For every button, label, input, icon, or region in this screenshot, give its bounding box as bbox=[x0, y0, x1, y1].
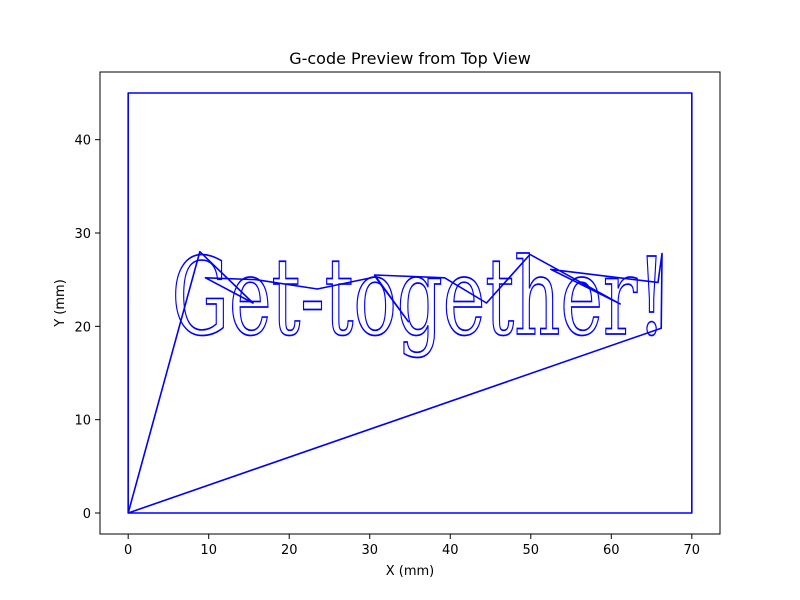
toolpath-point bbox=[660, 327, 662, 329]
toolpath-point bbox=[316, 288, 319, 290]
y-tick-label: 30 bbox=[74, 227, 91, 242]
toolpath-point bbox=[407, 321, 409, 323]
toolpath-point bbox=[255, 279, 257, 281]
x-axis: 0 10 20 30 40 50 60 70 bbox=[124, 534, 700, 558]
toolpath-point bbox=[199, 251, 201, 253]
toolpath-point bbox=[661, 252, 663, 255]
x-tick-label: 30 bbox=[361, 543, 378, 558]
y-axis: 0 10 20 30 40 bbox=[74, 134, 100, 522]
toolpath-point bbox=[657, 281, 659, 284]
toolpath-point bbox=[127, 92, 129, 94]
plot-frame bbox=[99, 71, 721, 535]
annotation-layer: Get-together! bbox=[171, 235, 667, 361]
x-tick-label: 10 bbox=[200, 543, 217, 558]
toolpath-point bbox=[444, 277, 446, 279]
toolpath-point bbox=[529, 253, 531, 256]
plot-area: Get-together! bbox=[99, 71, 721, 535]
toolpath-point bbox=[373, 274, 376, 276]
x-tick-label: 40 bbox=[442, 543, 459, 558]
y-tick-label: 40 bbox=[74, 134, 91, 149]
toolpath-point bbox=[127, 512, 129, 514]
toolpath-point bbox=[691, 92, 693, 94]
y-tick-label: 20 bbox=[74, 320, 91, 335]
y-tick-label: 10 bbox=[74, 414, 91, 429]
x-tick-label: 0 bbox=[124, 543, 132, 558]
toolpath-point bbox=[252, 302, 254, 304]
toolpath-point bbox=[485, 302, 488, 304]
x-axis-label: X (mm) bbox=[386, 564, 435, 579]
toolpath-point bbox=[619, 303, 621, 305]
series-layer bbox=[127, 92, 693, 514]
toolpath-point bbox=[374, 276, 376, 278]
x-tick-label: 50 bbox=[523, 543, 540, 558]
y-axis-label: Y (mm) bbox=[53, 279, 68, 328]
toolpath-line-0 bbox=[127, 92, 693, 514]
x-tick-label: 20 bbox=[281, 543, 298, 558]
toolpath-point bbox=[204, 277, 207, 279]
y-tick-label: 0 bbox=[83, 507, 91, 522]
engraved-text-annotation: Get-together! bbox=[172, 236, 666, 360]
x-tick-label: 70 bbox=[684, 543, 701, 558]
x-tick-label: 60 bbox=[603, 543, 620, 558]
toolpath-point bbox=[691, 512, 693, 514]
chart-title: G-code Preview from Top View bbox=[289, 49, 531, 68]
toolpath-point bbox=[550, 268, 552, 270]
